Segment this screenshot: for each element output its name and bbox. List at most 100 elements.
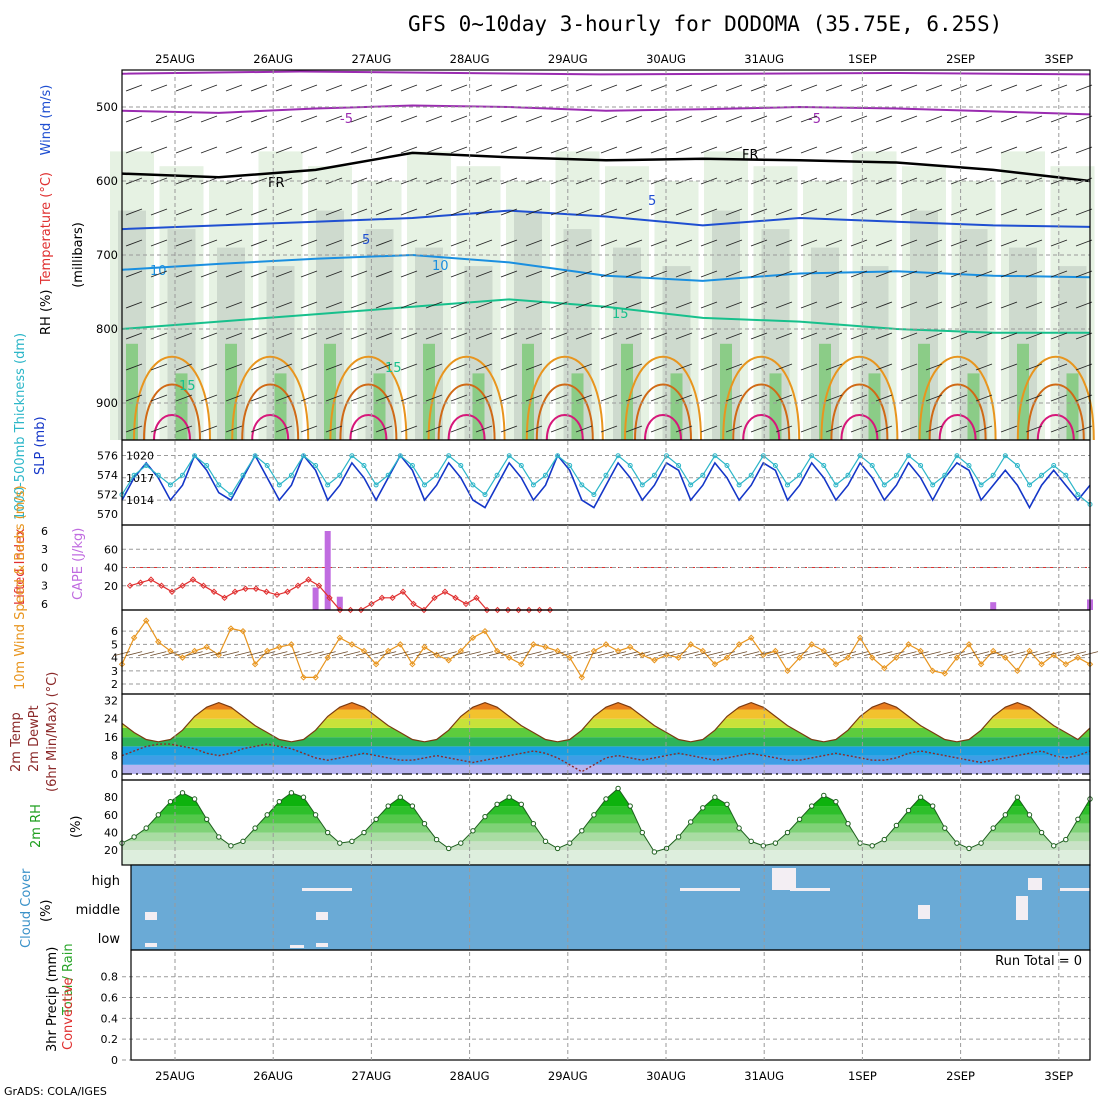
wind-barb	[450, 146, 468, 154]
thickness-point	[397, 453, 403, 459]
wind-barb	[475, 146, 493, 154]
wind10-barb	[271, 651, 288, 657]
date-label-top: 3SEP	[1044, 52, 1073, 66]
thickness-point	[506, 453, 512, 459]
wind-frame	[121, 609, 1091, 695]
wind-barb	[400, 115, 418, 123]
wind-barb	[275, 239, 293, 247]
wind-barb	[150, 363, 168, 371]
wind-point	[893, 654, 900, 661]
wind-barb	[950, 363, 968, 371]
wind-point	[941, 670, 949, 677]
wind-point	[796, 654, 803, 661]
wind-point	[239, 627, 247, 635]
li-point	[210, 588, 218, 595]
cloud-level-low: low	[98, 932, 121, 947]
date-label-bottom: 1SEP	[848, 1069, 877, 1083]
wind-barb	[400, 425, 418, 433]
wind-barb	[500, 425, 518, 433]
wind-point	[481, 627, 489, 635]
wind-barb	[525, 115, 543, 123]
wind-barb	[700, 301, 718, 309]
wind-barb	[925, 146, 943, 154]
wind-barb	[1000, 301, 1018, 309]
wind-barb	[275, 332, 293, 340]
wind-barb	[225, 239, 243, 247]
wind-barb	[775, 146, 793, 154]
wind-barb	[1025, 425, 1043, 433]
wind-barb	[450, 84, 468, 92]
wind-tick: 2	[111, 678, 118, 691]
upper-ytick: 700	[96, 248, 118, 262]
wind-point	[203, 643, 210, 651]
date-label-top: 1SEP	[848, 52, 877, 66]
wind10-barb	[283, 651, 300, 657]
wind10-barb	[694, 651, 711, 657]
thickness-point	[337, 472, 343, 478]
rh-point	[579, 828, 585, 834]
wind-barb	[1025, 363, 1043, 371]
thickness-point	[167, 482, 173, 488]
wind-point	[977, 661, 985, 668]
wind-barb	[125, 394, 143, 402]
wind-barb	[375, 332, 393, 340]
wind-barb	[400, 301, 418, 309]
rh-point	[639, 829, 645, 836]
temp-band	[122, 737, 1090, 747]
temp-band	[122, 702, 1090, 710]
rh-point	[554, 845, 561, 852]
temp-tick: 8	[111, 750, 118, 763]
wind-point	[251, 661, 259, 668]
wind10-barb	[416, 651, 433, 657]
wind-barb	[725, 363, 743, 371]
wind-point	[578, 674, 586, 681]
wind-barb	[300, 84, 318, 92]
rh-tick: 20	[104, 844, 118, 857]
rh-point	[397, 794, 403, 800]
rh-point	[470, 828, 476, 834]
wind-point	[905, 641, 912, 648]
wind-barb	[375, 425, 393, 433]
rh-point	[615, 785, 621, 792]
wind-barb	[800, 84, 818, 92]
wind-barb	[375, 208, 393, 216]
credit-label: GrADS: COLA/IGES	[4, 1085, 107, 1098]
wind-barb	[375, 146, 393, 154]
wind-barb	[1000, 363, 1018, 371]
wind-point	[1074, 654, 1082, 661]
isotherm-warm	[1036, 414, 1075, 441]
cloud-patch	[316, 943, 328, 947]
wind-barb	[650, 146, 668, 154]
wind-point	[324, 654, 331, 661]
thickness-point	[1051, 462, 1057, 468]
li-point	[294, 582, 302, 589]
wind-point	[602, 641, 610, 648]
wind10-barb	[343, 651, 360, 657]
thickness-point	[1075, 492, 1081, 498]
wind10-barb	[936, 651, 953, 657]
wind-barb	[350, 208, 368, 216]
wind-barb	[900, 270, 918, 278]
rh-point	[857, 840, 863, 846]
wind-barb	[375, 115, 393, 123]
wind-point	[276, 643, 283, 651]
wind-barb	[675, 394, 693, 402]
wind-barb	[175, 394, 193, 402]
li-point	[515, 606, 522, 614]
wind-point	[844, 654, 852, 661]
precip-tick: 0.2	[101, 1033, 119, 1046]
wind-barb	[450, 115, 468, 123]
rh-point	[591, 812, 597, 818]
wind-barb	[225, 84, 243, 92]
wind-barb	[475, 239, 493, 247]
wind10-barb	[513, 651, 530, 657]
li-point	[252, 585, 260, 592]
wind-barb	[875, 363, 893, 371]
wind-barb	[950, 208, 968, 216]
wind-barb	[500, 301, 518, 309]
thickness-point	[881, 482, 887, 488]
wind-barb	[825, 115, 843, 123]
rh-point	[1014, 794, 1021, 800]
rh-point	[930, 803, 936, 809]
wind-barb	[200, 301, 218, 309]
